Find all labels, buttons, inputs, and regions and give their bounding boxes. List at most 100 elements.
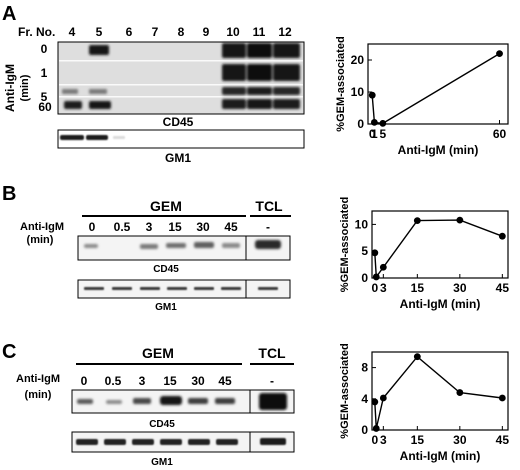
band xyxy=(216,439,238,445)
data-point xyxy=(379,394,387,402)
band xyxy=(160,439,182,445)
tcl-value: - xyxy=(270,374,274,388)
time-label: 45 xyxy=(218,374,232,388)
data-point xyxy=(370,119,378,126)
band xyxy=(255,240,281,249)
band xyxy=(160,396,182,405)
band xyxy=(62,89,78,94)
panel-letter-a: A xyxy=(2,3,16,25)
fraction-label: 8 xyxy=(178,25,185,39)
row-axis-label: Anti-IgM xyxy=(16,373,60,385)
data-point xyxy=(372,425,380,432)
band xyxy=(247,87,272,95)
y-tick-label: 0 xyxy=(361,271,368,285)
time-row-label: 5 xyxy=(41,90,48,104)
band xyxy=(194,287,214,290)
band xyxy=(222,243,240,248)
time-label: 30 xyxy=(191,374,205,388)
band xyxy=(86,135,108,140)
strip-divider xyxy=(59,84,303,86)
band xyxy=(273,99,300,109)
x-axis-label: Anti-IgM (min) xyxy=(398,143,479,157)
blot-label: GM1 xyxy=(155,302,177,313)
band xyxy=(140,287,160,290)
band xyxy=(60,135,84,140)
x-tick-label: 45 xyxy=(496,281,510,295)
band xyxy=(194,242,214,248)
fraction-number-label: Fr. No. xyxy=(18,25,55,39)
data-point xyxy=(372,273,380,281)
y-tick-label: 20 xyxy=(351,53,365,67)
band xyxy=(166,243,186,248)
band xyxy=(222,87,246,95)
band xyxy=(258,287,278,290)
x-tick-label: 3 xyxy=(380,433,387,447)
band xyxy=(112,287,132,290)
y-tick-label: 10 xyxy=(355,217,369,231)
band xyxy=(247,99,272,109)
time-label: 15 xyxy=(163,374,177,388)
chart-b: 0 5 10 0 3 15 30 45 Anti-IgM (min) %GEM-associate… xyxy=(339,197,509,311)
time-label: 3 xyxy=(146,220,153,234)
band xyxy=(259,393,287,410)
band xyxy=(188,439,210,445)
data-point xyxy=(496,50,503,57)
band xyxy=(106,400,122,404)
band xyxy=(247,64,272,81)
series-line xyxy=(371,52,500,125)
panel-c: C GEM TCL Anti-IgM (min) 0 0.5 3 15 30 4… xyxy=(2,341,295,468)
band xyxy=(273,43,300,58)
time-label: 45 xyxy=(224,220,238,234)
band xyxy=(222,64,246,81)
band xyxy=(113,136,125,139)
row-axis-unit: (min) xyxy=(25,389,52,401)
time-label: 0 xyxy=(81,374,88,388)
time-label: 0 xyxy=(89,220,96,234)
fraction-label: 10 xyxy=(226,25,240,39)
blot-b-cd45 xyxy=(77,235,291,261)
time-label: 0.5 xyxy=(105,374,122,388)
band xyxy=(64,101,82,109)
plot-frame xyxy=(371,351,509,431)
data-point xyxy=(498,232,506,240)
time-label: 3 xyxy=(139,374,146,388)
blot-b-gm1 xyxy=(77,279,291,299)
band xyxy=(77,399,93,404)
data-point xyxy=(456,216,464,224)
fraction-label: 7 xyxy=(152,25,159,39)
panel-b: B GEM TCL Anti-IgM (min) 0 0.5 3 15 30 4… xyxy=(2,183,291,313)
band xyxy=(84,244,98,248)
band xyxy=(84,287,104,290)
y-axis-label: %GEM-associated xyxy=(339,343,351,438)
time-label: 0.5 xyxy=(114,220,131,234)
fraction-label: 9 xyxy=(203,25,210,39)
time-row-label: 1 xyxy=(41,66,48,80)
fraction-label: 5 xyxy=(96,25,103,39)
blot-label: GM1 xyxy=(165,151,191,165)
x-tick-label: 15 xyxy=(411,281,425,295)
band xyxy=(215,398,235,404)
y-tick-label: 5 xyxy=(361,244,368,258)
y-axis-label: %GEM-associated xyxy=(335,36,347,131)
panel-letter-c: C xyxy=(2,341,16,363)
x-tick-label: 45 xyxy=(496,433,510,447)
chart-c: 0 4 8 0 3 15 30 45 Anti-IgM (min) %GEM-associated xyxy=(339,343,509,463)
band xyxy=(76,439,98,445)
strip-divider xyxy=(59,96,303,98)
band xyxy=(222,43,246,58)
tcl-label: TCL xyxy=(255,198,283,214)
data-point xyxy=(368,91,376,99)
blot-a-gm1 xyxy=(57,129,305,149)
band xyxy=(89,45,109,55)
time-row-label: 0 xyxy=(41,42,48,56)
band xyxy=(222,99,246,109)
tcl-value: - xyxy=(266,220,270,234)
x-tick-label: 60 xyxy=(493,127,507,141)
x-tick-label: 5 xyxy=(380,127,387,141)
x-tick-label: 30 xyxy=(453,433,467,447)
band xyxy=(132,439,154,445)
blot-label: CD45 xyxy=(149,419,175,430)
data-point xyxy=(371,249,379,257)
row-axis-label: Anti-IgM xyxy=(20,221,64,233)
x-tick-label: 15 xyxy=(411,433,425,447)
